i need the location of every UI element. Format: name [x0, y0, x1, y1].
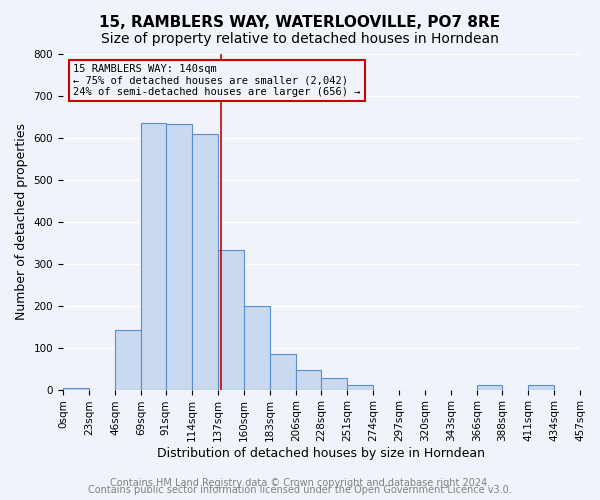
- Bar: [347, 384, 373, 390]
- Text: Size of property relative to detached houses in Horndean: Size of property relative to detached ho…: [101, 32, 499, 46]
- Bar: [296, 370, 321, 390]
- Bar: [141, 123, 166, 390]
- Text: 15, RAMBLERS WAY, WATERLOOVILLE, PO7 8RE: 15, RAMBLERS WAY, WATERLOOVILLE, PO7 8RE: [100, 15, 500, 30]
- Bar: [477, 385, 502, 390]
- Bar: [115, 330, 141, 390]
- X-axis label: Distribution of detached houses by size in Horndean: Distribution of detached houses by size …: [157, 447, 485, 460]
- Bar: [63, 388, 89, 390]
- Text: 15 RAMBLERS WAY: 140sqm
← 75% of detached houses are smaller (2,042)
24% of semi: 15 RAMBLERS WAY: 140sqm ← 75% of detache…: [73, 64, 361, 98]
- Text: Contains public sector information licensed under the Open Government Licence v3: Contains public sector information licen…: [88, 485, 512, 495]
- Bar: [244, 306, 270, 390]
- Y-axis label: Number of detached properties: Number of detached properties: [15, 124, 28, 320]
- Bar: [528, 385, 554, 390]
- Bar: [192, 134, 218, 390]
- Bar: [321, 378, 347, 390]
- Bar: [166, 124, 192, 390]
- Bar: [270, 354, 296, 390]
- Bar: [218, 250, 244, 390]
- Text: Contains HM Land Registry data © Crown copyright and database right 2024.: Contains HM Land Registry data © Crown c…: [110, 478, 490, 488]
